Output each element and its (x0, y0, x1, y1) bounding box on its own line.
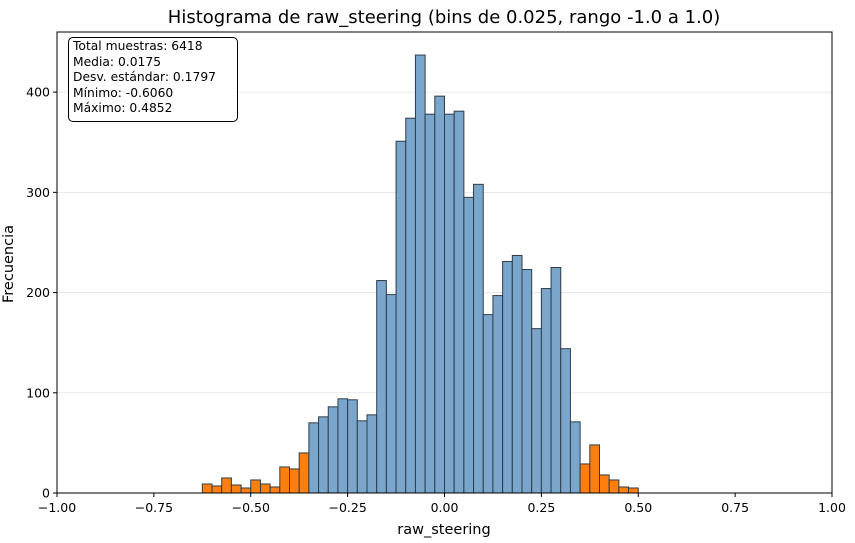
histogram-bar (511, 254, 523, 494)
x-tick-label: −0.75 (135, 500, 173, 515)
histogram-bars (201, 54, 639, 494)
x-tick-label: −0.50 (232, 500, 270, 515)
histogram-bar (308, 422, 320, 494)
y-tick-label: 200 (26, 285, 50, 300)
histogram-bar-tail (608, 479, 620, 494)
histogram-bar (550, 267, 562, 494)
x-tick-label: 0.25 (527, 500, 555, 515)
histogram-bar (424, 113, 436, 494)
histogram-bar-tail (289, 468, 300, 494)
stat-stddev: Desv. estándar: 0.1797 (73, 70, 216, 84)
x-axis: −1.00 −0.75 −0.50 −0.25 0.00 0.25 0.50 0.75 1.00 (38, 493, 846, 515)
histogram-bar-tail (211, 485, 223, 494)
histogram-bar-tail (201, 483, 213, 494)
histogram-bar-tail (269, 486, 281, 494)
histogram-bar-tail (599, 474, 610, 494)
histogram-bar (347, 399, 358, 494)
x-tick-label: 0.50 (624, 500, 652, 515)
histogram-bar-tail (279, 466, 290, 494)
histogram-bar (463, 196, 475, 494)
histogram-bar (482, 314, 494, 494)
y-axis-label: Frecuencia (1, 225, 17, 303)
histogram-bar-tail (589, 444, 600, 494)
histogram-bar (492, 295, 504, 494)
x-axis-label: raw_steering (397, 522, 490, 538)
histogram-bar-tail (240, 487, 252, 494)
histogram-bar-tail (250, 479, 261, 494)
x-tick-label: 0.75 (721, 500, 749, 515)
histogram-bar (318, 416, 329, 494)
y-tick-label: 0 (42, 486, 50, 501)
x-tick-label: −1.00 (38, 500, 76, 515)
histogram-bar-tail (579, 463, 591, 494)
histogram-bar (540, 288, 552, 494)
stats-box: Total muestras: 6418 Media: 0.0175 Desv.… (68, 37, 238, 122)
histogram-bar (560, 348, 571, 494)
histogram-bar (337, 398, 349, 494)
histogram-bar (502, 260, 513, 494)
histogram-bar (395, 140, 407, 494)
histogram-bar (405, 117, 416, 494)
stat-min: Mínimo: -0.6060 (73, 85, 174, 100)
y-tick-label: 100 (26, 385, 50, 400)
stat-total: Total muestras: 6418 (73, 39, 203, 53)
y-axis: 0 100 200 300 400 (26, 85, 57, 501)
histogram-bar (327, 406, 339, 494)
histogram-bar-tail (628, 487, 639, 494)
histogram-bar (521, 269, 533, 494)
histogram-bar-tail (298, 452, 310, 494)
histogram-bar (414, 54, 426, 494)
x-tick-label: −0.25 (328, 500, 366, 515)
histogram-bar-tail (221, 477, 232, 494)
histogram-bar (569, 421, 581, 494)
histogram-bar (376, 280, 387, 494)
chart-title: Histograma de raw_steering (bins de 0.02… (168, 7, 720, 28)
histogram-bar-tail (230, 484, 242, 494)
x-tick-label: 1.00 (818, 500, 846, 515)
stat-max: Máximo: 0.4852 (73, 101, 173, 115)
histogram-bar (434, 95, 445, 494)
histogram-bar (356, 420, 368, 494)
y-tick-label: 300 (26, 185, 50, 200)
x-tick-label: 0.00 (431, 500, 459, 515)
histogram-bar (385, 294, 397, 494)
histogram-bar (453, 110, 465, 494)
histogram-bar (444, 113, 455, 494)
histogram-bar (366, 414, 378, 494)
histogram-bar (473, 183, 484, 494)
y-tick-label: 400 (26, 85, 50, 100)
histogram-bar-tail (618, 486, 630, 494)
histogram-bar-tail (259, 483, 271, 494)
histogram-bar (531, 328, 542, 494)
stat-mean: Media: 0.0175 (73, 54, 162, 69)
